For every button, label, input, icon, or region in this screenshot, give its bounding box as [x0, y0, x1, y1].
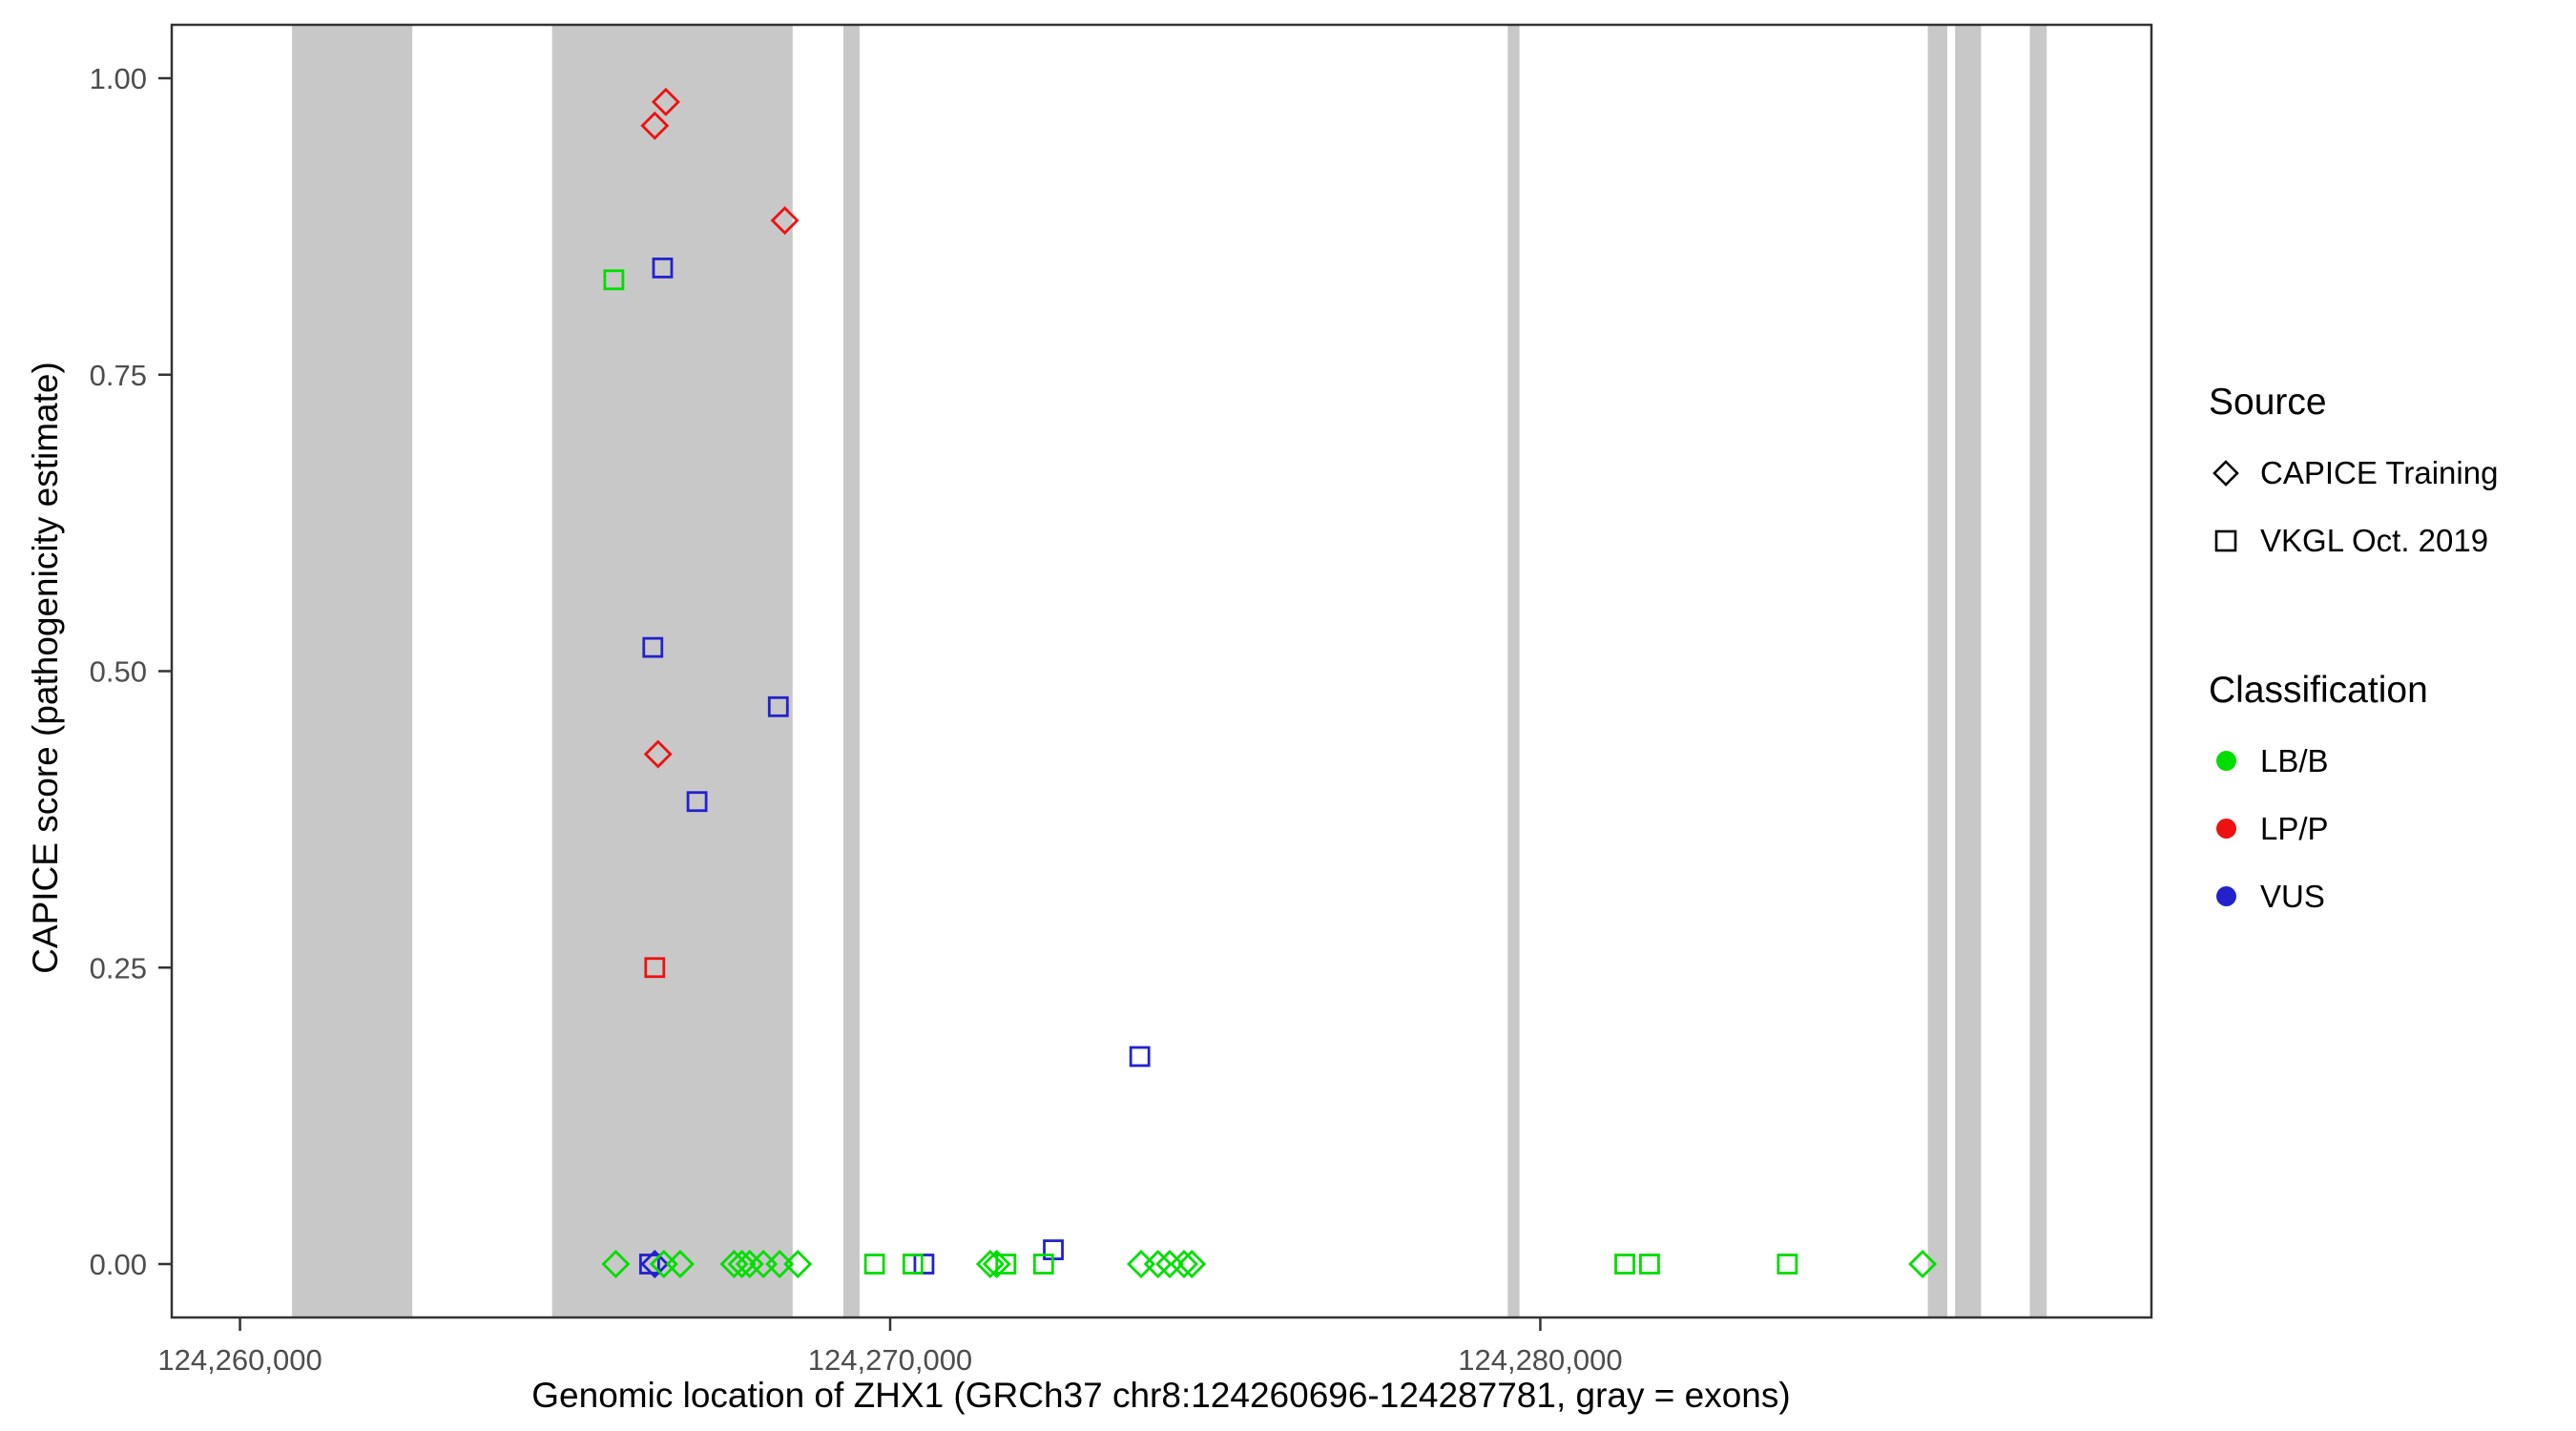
data-point-diamond	[1127, 1250, 1156, 1278]
legend-classification-title: Classification	[2209, 670, 2428, 711]
data-point-square	[1776, 1254, 1798, 1275]
legend-item-label: CAPICE Training	[2260, 454, 2499, 490]
legend: Source CAPICE Training VKGL Oct. 2019 Cla…	[2209, 382, 2571, 930]
data-point-square	[642, 636, 664, 658]
exon-region	[551, 25, 793, 1317]
data-point-diamond	[783, 1250, 813, 1278]
data-point-diamond	[651, 87, 680, 116]
data-point-diamond	[640, 111, 670, 140]
data-point-square	[902, 1254, 924, 1275]
y-tick-label: 0.75	[90, 359, 147, 392]
diamond-key-icon	[2209, 456, 2243, 490]
y-tick-label: 0.00	[90, 1248, 147, 1281]
data-point-diamond	[1170, 1250, 1198, 1278]
data-point-square	[863, 1254, 885, 1275]
panel-border	[170, 23, 2153, 1319]
legend-item: LB/B	[2209, 727, 2571, 795]
data-point-square	[644, 957, 666, 979]
data-point-square	[767, 695, 789, 717]
data-point-diamond	[665, 1250, 695, 1278]
data-point-diamond	[770, 206, 800, 236]
color-dot-icon	[2209, 744, 2243, 778]
data-point-square	[913, 1254, 935, 1275]
y-axis-title: CAPICE score (pathogenicity estimate)	[26, 362, 65, 974]
exon-region	[2029, 25, 2047, 1317]
data-point-square	[603, 269, 625, 291]
data-point-diamond	[1155, 1250, 1184, 1278]
data-point-square	[1614, 1254, 1635, 1275]
legend-item-label: VUS	[2260, 878, 2325, 914]
legend-source-title: Source	[2209, 382, 2327, 423]
exon-region	[842, 25, 860, 1317]
legend-item: LP/P	[2209, 795, 2571, 862]
x-axis-title: Genomic location of ZHX1 (GRCh37 chr8:12…	[531, 1376, 1791, 1415]
data-point-diamond	[975, 1250, 1005, 1278]
square-key-icon	[2209, 524, 2243, 558]
y-tick-label: 1.00	[90, 62, 147, 95]
color-dot-icon	[2209, 880, 2243, 914]
data-point-diamond	[1177, 1250, 1207, 1278]
data-point-square	[652, 257, 674, 279]
data-point-diamond	[735, 1250, 764, 1278]
legend-classification-items: LB/B LP/P VUS	[2209, 727, 2571, 930]
exon-region	[1927, 25, 1948, 1317]
data-point-square	[686, 791, 708, 813]
legend-item: CAPICE Training	[2209, 439, 2571, 507]
legend-item: VKGL Oct. 2019	[2209, 507, 2571, 574]
data-point-diamond	[1143, 1250, 1173, 1278]
exon-region	[1507, 25, 1520, 1317]
exon-region	[292, 25, 413, 1317]
data-point-square	[995, 1254, 1017, 1275]
data-point-square	[1129, 1046, 1151, 1068]
data-point-diamond	[1908, 1250, 1938, 1278]
legend-item-label: LP/P	[2260, 810, 2329, 846]
legend-item-label: VKGL Oct. 2019	[2260, 522, 2489, 558]
x-tick-label: 124,280,000	[1458, 1343, 1622, 1377]
legend-item: VUS	[2209, 862, 2571, 930]
data-point-diamond	[601, 1250, 631, 1278]
y-tick-label: 0.50	[90, 655, 147, 689]
legend-item-label: LB/B	[2260, 742, 2329, 778]
data-point-square	[1639, 1254, 1660, 1275]
legend-source-items: CAPICE Training VKGL Oct. 2019	[2209, 439, 2571, 574]
color-dot-icon	[2209, 812, 2243, 846]
x-tick-label: 124,270,000	[808, 1343, 972, 1377]
data-point-diamond	[727, 1250, 757, 1278]
y-tick-label: 0.25	[90, 951, 147, 985]
data-point-diamond	[640, 1250, 670, 1278]
x-tick-label: 124,260,000	[157, 1343, 322, 1377]
exon-region	[1955, 25, 1982, 1317]
data-point-diamond	[643, 739, 673, 769]
data-point-square	[1032, 1254, 1054, 1275]
data-point-diamond	[982, 1250, 1011, 1278]
